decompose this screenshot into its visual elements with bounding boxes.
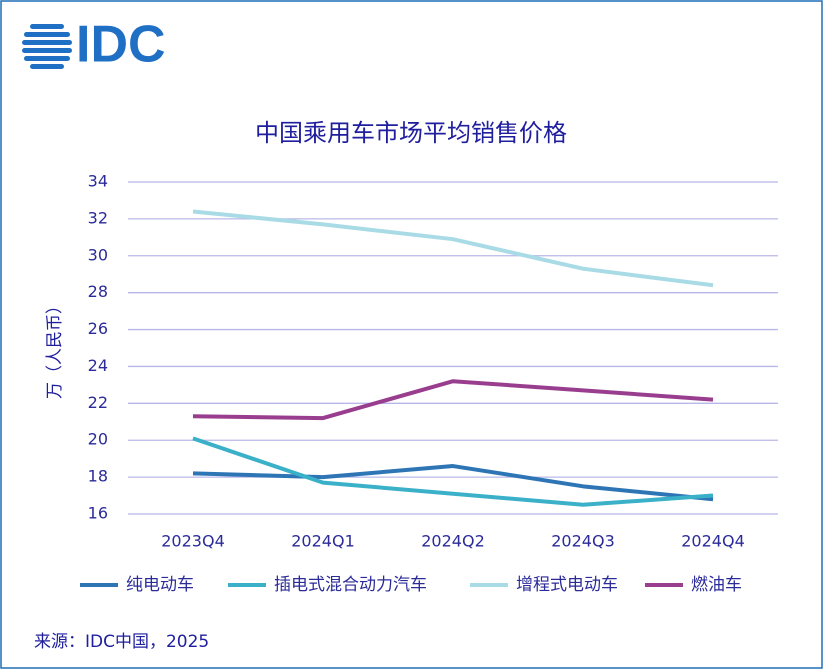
logo-text: IDC bbox=[76, 16, 166, 74]
x-tick-label: 2024Q4 bbox=[681, 532, 745, 551]
y-axis-label: 万（人民币） bbox=[45, 297, 65, 399]
y-tick-label: 22 bbox=[88, 393, 108, 412]
chart-title: 中国乘用车市场平均销售价格 bbox=[255, 119, 567, 147]
legend-label: 燃油车 bbox=[691, 575, 742, 595]
series-line bbox=[192, 209, 714, 288]
legend-label: 增程式电动车 bbox=[516, 575, 618, 595]
source: 来源：IDC中国，2025 bbox=[34, 632, 209, 652]
series-line bbox=[192, 379, 714, 421]
y-tick-label: 20 bbox=[88, 430, 108, 449]
series-line bbox=[192, 464, 714, 502]
y-tick-label: 26 bbox=[88, 319, 108, 338]
x-tick-label: 2024Q2 bbox=[421, 532, 485, 551]
x-tick-label: 2024Q1 bbox=[291, 532, 355, 551]
legend-label: 纯电动车 bbox=[126, 575, 194, 595]
x-tick-label: 2023Q4 bbox=[161, 532, 225, 551]
legend-label: 插电式混合动力汽车 bbox=[274, 575, 427, 595]
y-tick-label: 34 bbox=[88, 172, 108, 191]
x-tick-label: 2024Q3 bbox=[551, 532, 615, 551]
y-tick-label: 28 bbox=[88, 282, 108, 301]
logo-globe bbox=[22, 24, 72, 69]
y-tick-label: 32 bbox=[88, 208, 108, 227]
y-tick-label: 30 bbox=[88, 245, 108, 264]
y-tick-label: 18 bbox=[88, 467, 108, 486]
y-tick-label: 16 bbox=[88, 504, 108, 523]
series-line bbox=[192, 436, 714, 507]
y-tick-label: 24 bbox=[88, 356, 108, 375]
